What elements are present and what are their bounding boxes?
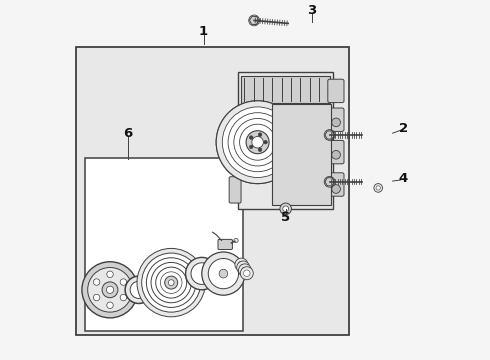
Circle shape: [106, 286, 114, 293]
Text: 6: 6: [123, 127, 133, 140]
FancyBboxPatch shape: [328, 140, 344, 164]
Circle shape: [222, 107, 293, 177]
Circle shape: [219, 269, 228, 278]
Circle shape: [191, 263, 213, 284]
Circle shape: [234, 118, 281, 166]
Circle shape: [242, 267, 248, 274]
Circle shape: [258, 148, 262, 152]
Circle shape: [332, 185, 341, 193]
Bar: [242, 76, 330, 103]
Circle shape: [235, 258, 248, 271]
Circle shape: [374, 184, 383, 192]
Text: 1: 1: [199, 25, 208, 38]
Text: 2: 2: [399, 122, 408, 135]
Circle shape: [283, 206, 289, 212]
Circle shape: [90, 302, 95, 307]
FancyBboxPatch shape: [328, 108, 344, 131]
Circle shape: [252, 136, 263, 148]
Circle shape: [239, 264, 251, 277]
Circle shape: [240, 124, 275, 160]
Circle shape: [87, 299, 97, 309]
Circle shape: [228, 113, 287, 172]
Circle shape: [202, 252, 245, 295]
Circle shape: [186, 257, 218, 290]
Bar: [76, 47, 349, 335]
Circle shape: [240, 267, 253, 280]
Circle shape: [246, 131, 269, 154]
Text: 4: 4: [399, 172, 408, 185]
Polygon shape: [249, 16, 259, 25]
Bar: [238, 72, 333, 209]
Circle shape: [156, 267, 187, 298]
FancyBboxPatch shape: [328, 79, 344, 103]
Circle shape: [107, 271, 113, 278]
Circle shape: [120, 294, 126, 301]
FancyBboxPatch shape: [229, 177, 241, 203]
FancyBboxPatch shape: [218, 239, 232, 249]
Circle shape: [216, 101, 299, 184]
Circle shape: [244, 270, 250, 276]
Circle shape: [332, 118, 341, 127]
Text: 5: 5: [281, 211, 290, 224]
Circle shape: [94, 294, 100, 301]
Circle shape: [165, 276, 178, 289]
Circle shape: [234, 238, 238, 243]
Polygon shape: [325, 178, 334, 186]
Text: 3: 3: [307, 4, 316, 17]
Circle shape: [258, 133, 262, 136]
Circle shape: [280, 203, 292, 215]
Circle shape: [120, 279, 126, 285]
Circle shape: [237, 261, 250, 274]
Circle shape: [208, 258, 239, 289]
Circle shape: [107, 302, 113, 309]
Circle shape: [88, 267, 132, 312]
Circle shape: [249, 136, 253, 139]
Circle shape: [376, 186, 380, 190]
Bar: [85, 158, 243, 331]
Circle shape: [137, 248, 205, 317]
Circle shape: [102, 282, 118, 298]
Circle shape: [147, 258, 196, 307]
Bar: [272, 104, 331, 205]
Circle shape: [125, 276, 152, 303]
Circle shape: [238, 261, 245, 268]
Circle shape: [151, 262, 192, 303]
Circle shape: [160, 272, 182, 293]
Circle shape: [169, 280, 174, 285]
Circle shape: [249, 145, 253, 149]
Circle shape: [142, 253, 201, 312]
Circle shape: [240, 264, 246, 271]
FancyBboxPatch shape: [328, 173, 344, 196]
Circle shape: [130, 281, 147, 298]
Circle shape: [82, 262, 138, 318]
Polygon shape: [325, 131, 334, 139]
Circle shape: [264, 140, 268, 144]
Circle shape: [94, 279, 100, 285]
Circle shape: [332, 150, 341, 159]
